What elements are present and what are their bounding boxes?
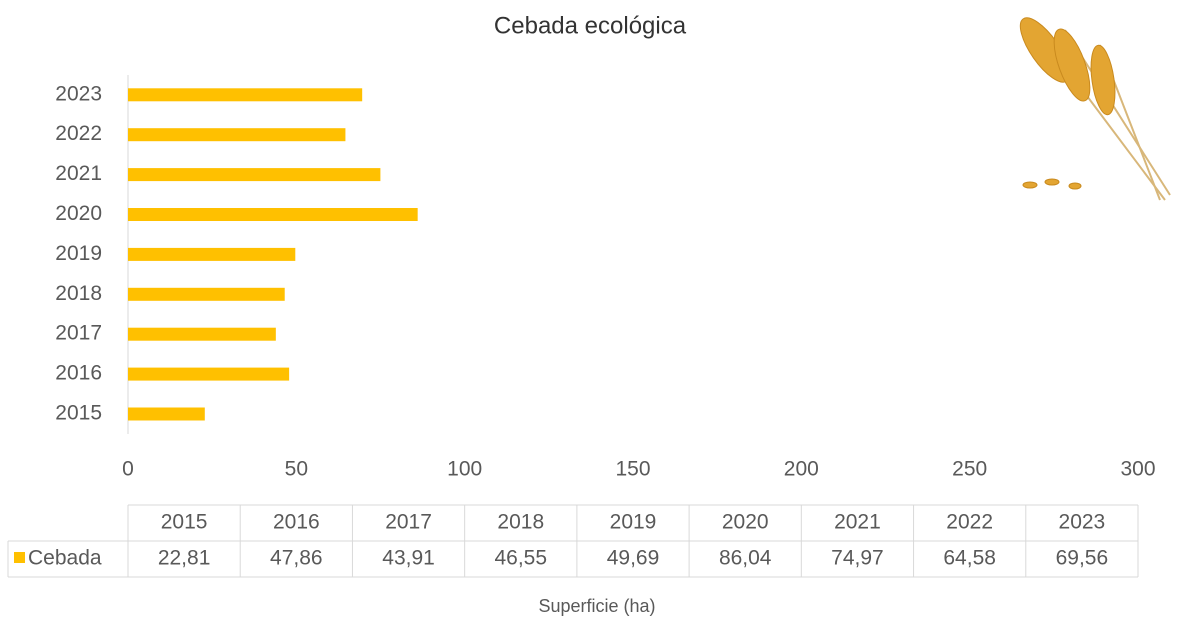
table-value: 74,97 bbox=[831, 547, 884, 570]
x-tick-label: 0 bbox=[122, 458, 134, 481]
bar bbox=[128, 288, 285, 301]
bar bbox=[128, 208, 418, 221]
y-tick-label: 2023 bbox=[55, 82, 102, 105]
chart-title: Cebada ecológica bbox=[494, 12, 687, 39]
bar bbox=[128, 408, 205, 421]
table-header: 2022 bbox=[946, 511, 993, 534]
x-tick-label: 200 bbox=[784, 458, 819, 481]
bar bbox=[128, 128, 345, 141]
x-tick-label: 300 bbox=[1120, 458, 1155, 481]
y-tick-label: 2022 bbox=[55, 122, 102, 145]
table-value: 64,58 bbox=[943, 547, 996, 570]
table-value: 86,04 bbox=[719, 547, 772, 570]
y-tick-label: 2016 bbox=[55, 362, 102, 385]
bar bbox=[128, 248, 295, 261]
legend-swatch bbox=[14, 552, 25, 563]
legend-label: Cebada bbox=[28, 547, 102, 570]
y-tick-label: 2019 bbox=[55, 242, 102, 265]
y-tick-label: 2015 bbox=[55, 402, 102, 425]
bar bbox=[128, 168, 380, 181]
bar bbox=[128, 368, 289, 381]
x-axis-label: Superficie (ha) bbox=[538, 596, 655, 616]
table-header: 2020 bbox=[722, 511, 769, 534]
table-value: 46,55 bbox=[494, 547, 547, 570]
y-tick-label: 2018 bbox=[55, 282, 102, 305]
table-value: 47,86 bbox=[270, 547, 323, 570]
table-value: 43,91 bbox=[382, 547, 435, 570]
table-header: 2017 bbox=[385, 511, 432, 534]
table-value: 49,69 bbox=[607, 547, 660, 570]
table-header: 2021 bbox=[834, 511, 881, 534]
x-tick-label: 250 bbox=[952, 458, 987, 481]
table-value: 69,56 bbox=[1056, 547, 1109, 570]
table-header: 2018 bbox=[497, 511, 544, 534]
x-tick-label: 150 bbox=[615, 458, 650, 481]
y-tick-label: 2017 bbox=[55, 322, 102, 345]
chart: Cebada ecológica Superficie (ha) 0 50 100 1… bbox=[0, 0, 1177, 621]
x-tick-label: 50 bbox=[285, 458, 308, 481]
bar bbox=[128, 328, 276, 341]
table-header: 2019 bbox=[610, 511, 657, 534]
y-tick-label: 2020 bbox=[55, 202, 102, 225]
bar bbox=[128, 88, 362, 101]
table-value: 22,81 bbox=[158, 547, 211, 570]
table-header: 2015 bbox=[161, 511, 208, 534]
table-header: 2016 bbox=[273, 511, 320, 534]
y-tick-label: 2021 bbox=[55, 162, 102, 185]
table-header: 2023 bbox=[1059, 511, 1106, 534]
x-tick-label: 100 bbox=[447, 458, 482, 481]
